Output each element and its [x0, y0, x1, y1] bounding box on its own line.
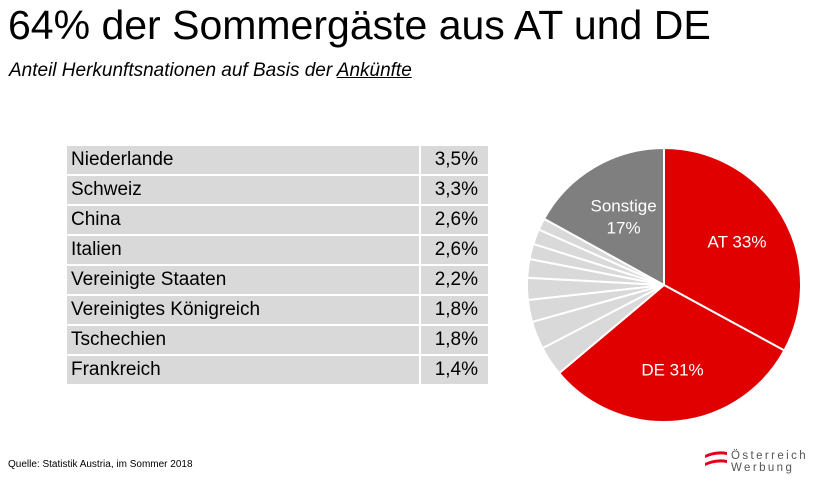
page-subtitle: Anteil Herkunftsnationen auf Basis der A… [9, 60, 412, 82]
page-title: 64% der Sommergäste aus AT und DE [8, 2, 711, 48]
country-cell: Schweiz [67, 175, 421, 206]
origin-pie-chart: AT 33% DE 31% Sonstige 17% [526, 147, 802, 423]
country-cell: Tschechien [67, 325, 421, 356]
share-cell: 3,3% [420, 175, 488, 206]
country-cell: China [67, 205, 421, 236]
pie-slice-de [558, 284, 786, 423]
logo-line-1: Österreich [731, 450, 809, 462]
pie-slice-sonstige [543, 147, 665, 286]
table-row: Vereinigtes Königreich 1,8% [67, 295, 488, 326]
nations-table: Niederlande 3,5% Schweiz 3,3% China 2,6% It… [67, 146, 488, 386]
austria-flag-logo-icon [705, 451, 727, 466]
table-row: China 2,6% [67, 205, 488, 236]
pie-slice-at [663, 147, 802, 352]
share-cell: 1,8% [420, 325, 488, 356]
country-cell: Niederlande [67, 146, 421, 176]
pie-label-de: DE 31% [641, 361, 703, 380]
share-cell: 2,6% [420, 235, 488, 266]
table-row: Frankreich 1,4% [67, 355, 488, 386]
logo-line-2: Werbung [731, 462, 795, 474]
country-cell: Frankreich [67, 355, 421, 386]
table-row: Schweiz 3,3% [67, 175, 488, 206]
logo-wordmark: Österreich Werbung [731, 450, 808, 474]
pie-label-at: AT 33% [708, 233, 767, 252]
table-row: Vereinigte Staaten 2,2% [67, 265, 488, 296]
subtitle-text: Anteil Herkunftsnationen auf Basis der [9, 60, 337, 81]
table-row: Niederlande 3,5% [67, 146, 488, 176]
share-cell: 2,6% [420, 205, 488, 236]
country-cell: Italien [67, 235, 421, 266]
share-cell: 3,5% [420, 146, 488, 176]
table-row: Tschechien 1,8% [67, 325, 488, 356]
subtitle-emphasis: Ankünfte [336, 60, 412, 81]
country-cell: Vereinigtes Königreich [67, 295, 421, 326]
share-cell: 1,8% [420, 295, 488, 326]
country-cell: Vereinigte Staaten [67, 265, 421, 296]
share-cell: 1,4% [420, 355, 488, 386]
table-row: Italien 2,6% [67, 235, 488, 266]
share-cell: 2,2% [420, 265, 488, 296]
source-note: Quelle: Statistik Austria, im Sommer 201… [8, 459, 193, 470]
pie-label-sonstige: Sonstige 17% [591, 197, 657, 238]
